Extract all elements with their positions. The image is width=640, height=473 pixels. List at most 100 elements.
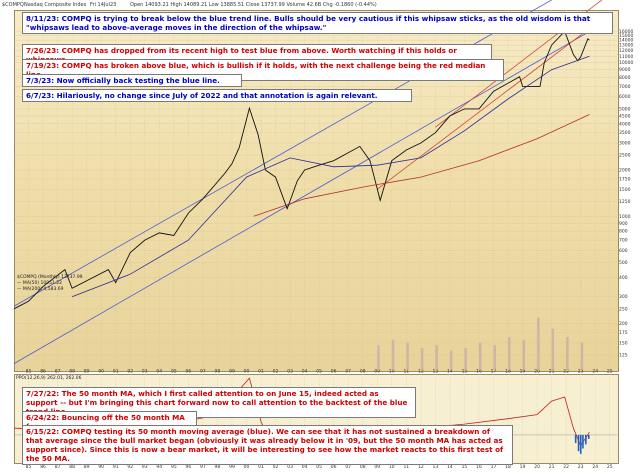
volume-bar [580, 342, 584, 370]
y-tick-label: 800 [619, 229, 628, 235]
x-tick-label: 86 [40, 369, 46, 375]
annotation-8-11-23: 8/11/23: COMPQ is trying to break below … [22, 12, 613, 34]
x-tick-label: 23 [578, 464, 584, 470]
ppo-legend: PPO(12,26,9) 262.01, 262.06 [16, 375, 82, 381]
y-tick-label: 9000 [619, 67, 631, 73]
x-tick-label: 16 [476, 464, 482, 470]
x-tick-label: 04 [302, 369, 308, 375]
y-tick-label: 200 [619, 321, 628, 327]
x-tick-label: 25 [607, 369, 613, 375]
series-line [253, 114, 590, 217]
x-tick-label: 01 [258, 464, 264, 470]
legend-entry: — MA(200) 4,583.69 [17, 286, 64, 292]
y-tick-label: 1500 [619, 187, 631, 193]
x-tick-label: 22 [563, 369, 569, 375]
x-tick-label: 15 [462, 464, 468, 470]
x-tick-label: 24 [592, 369, 598, 375]
ppo-histogram-bar [579, 434, 582, 454]
y-tick-label: 700 [619, 238, 628, 244]
legend-entry: $COMPQ (Monthly) 13737.99 [17, 274, 83, 280]
volume-bar [377, 345, 380, 370]
volume-bar [391, 339, 395, 370]
x-tick-label: 16 [476, 369, 482, 375]
x-tick-label: 86 [40, 464, 46, 470]
y-tick-label: 1000 [619, 214, 631, 220]
y-tick-label: 10000 [619, 60, 633, 66]
x-tick-label: 92 [127, 369, 133, 375]
y-tick-label: 250 [619, 306, 628, 312]
volume-bar [493, 345, 496, 370]
y-tick-label: 6000 [619, 94, 631, 100]
volume-bar [537, 317, 540, 370]
y-tick-label: 2500 [619, 153, 631, 159]
x-tick-label: 91 [113, 369, 119, 375]
quote-date: Fri 14Jul23 [90, 2, 117, 8]
x-tick-label: 21 [549, 369, 555, 375]
index-name: Nasdaq Composite Index [24, 2, 87, 8]
x-tick-label: 22 [563, 464, 569, 470]
x-tick-label: 01 [258, 369, 264, 375]
x-tick-label: 08 [360, 464, 366, 470]
x-tick-label: 05 [316, 464, 322, 470]
annotation-6-15-22: 6/15/22: COMPQ testing its 50 month movi… [22, 425, 513, 465]
y-tick-label: 300 [619, 294, 628, 300]
y-tick-label: 4500 [619, 113, 631, 119]
x-tick-label: 11 [403, 464, 409, 470]
y-tick-label: 1250 [619, 199, 631, 205]
x-tick-label: 03 [287, 464, 293, 470]
volume-bar [508, 337, 511, 370]
x-tick-label: 92 [127, 464, 133, 470]
x-tick-label: 95 [171, 464, 177, 470]
x-tick-label: 96 [185, 369, 191, 375]
x-tick-label: 07 [345, 369, 351, 375]
y-tick-label: 3000 [619, 140, 631, 146]
x-tick-label: 20 [534, 369, 540, 375]
y-tick-label: 400 [619, 275, 628, 281]
x-tick-label: 21 [549, 464, 555, 470]
x-tick-label: 13 [433, 369, 439, 375]
x-tick-label: 00 [244, 369, 250, 375]
series-line [13, 30, 590, 310]
x-tick-label: 95 [171, 369, 177, 375]
x-tick-label: 12 [418, 464, 424, 470]
x-tick-label: 93 [142, 464, 148, 470]
volume-bar [522, 339, 526, 370]
x-tick-label: 85 [26, 369, 32, 375]
y-tick-label: 150 [619, 340, 628, 346]
x-tick-label: 85 [26, 464, 32, 470]
x-tick-label: 99 [229, 369, 235, 375]
series-line [71, 55, 590, 298]
x-tick-label: 93 [142, 369, 148, 375]
x-tick-label: 10 [389, 464, 395, 470]
x-tick-label: 06 [331, 464, 337, 470]
x-tick-label: 97 [200, 369, 206, 375]
legend-entry: — MA(50) 10951.22 [17, 280, 62, 286]
x-tick-label: 23 [578, 369, 584, 375]
ppo-histogram-bar [587, 434, 590, 439]
y-tick-label: 4000 [619, 121, 631, 127]
x-tick-label: 98 [215, 369, 221, 375]
volume-bar [406, 342, 409, 370]
x-tick-label: 11 [403, 369, 409, 375]
x-tick-label: 17 [491, 369, 497, 375]
y-tick-label: 1750 [619, 176, 631, 182]
chart-header: $COMPQ Nasdaq Composite Index Fri 14Jul2… [0, 0, 640, 10]
x-tick-label: 96 [185, 464, 191, 470]
y-tick-label: 11000 [619, 54, 633, 60]
x-tick-label: 14 [447, 464, 453, 470]
x-tick-label: 18 [505, 369, 511, 375]
x-tick-label: 12 [418, 369, 424, 375]
x-tick-label: 19 [520, 464, 526, 470]
x-tick-label: 98 [215, 464, 221, 470]
y-tick-label: 900 [619, 221, 628, 227]
x-tick-label: 99 [229, 464, 235, 470]
y-tick-label: 13000 [619, 43, 633, 49]
x-tick-label: 09 [374, 464, 380, 470]
x-tick-label: 97 [200, 464, 206, 470]
x-tick-label: 88 [69, 369, 75, 375]
x-tick-label: 94 [156, 369, 162, 375]
x-tick-label: 91 [113, 464, 119, 470]
trend-line [377, 12, 610, 190]
